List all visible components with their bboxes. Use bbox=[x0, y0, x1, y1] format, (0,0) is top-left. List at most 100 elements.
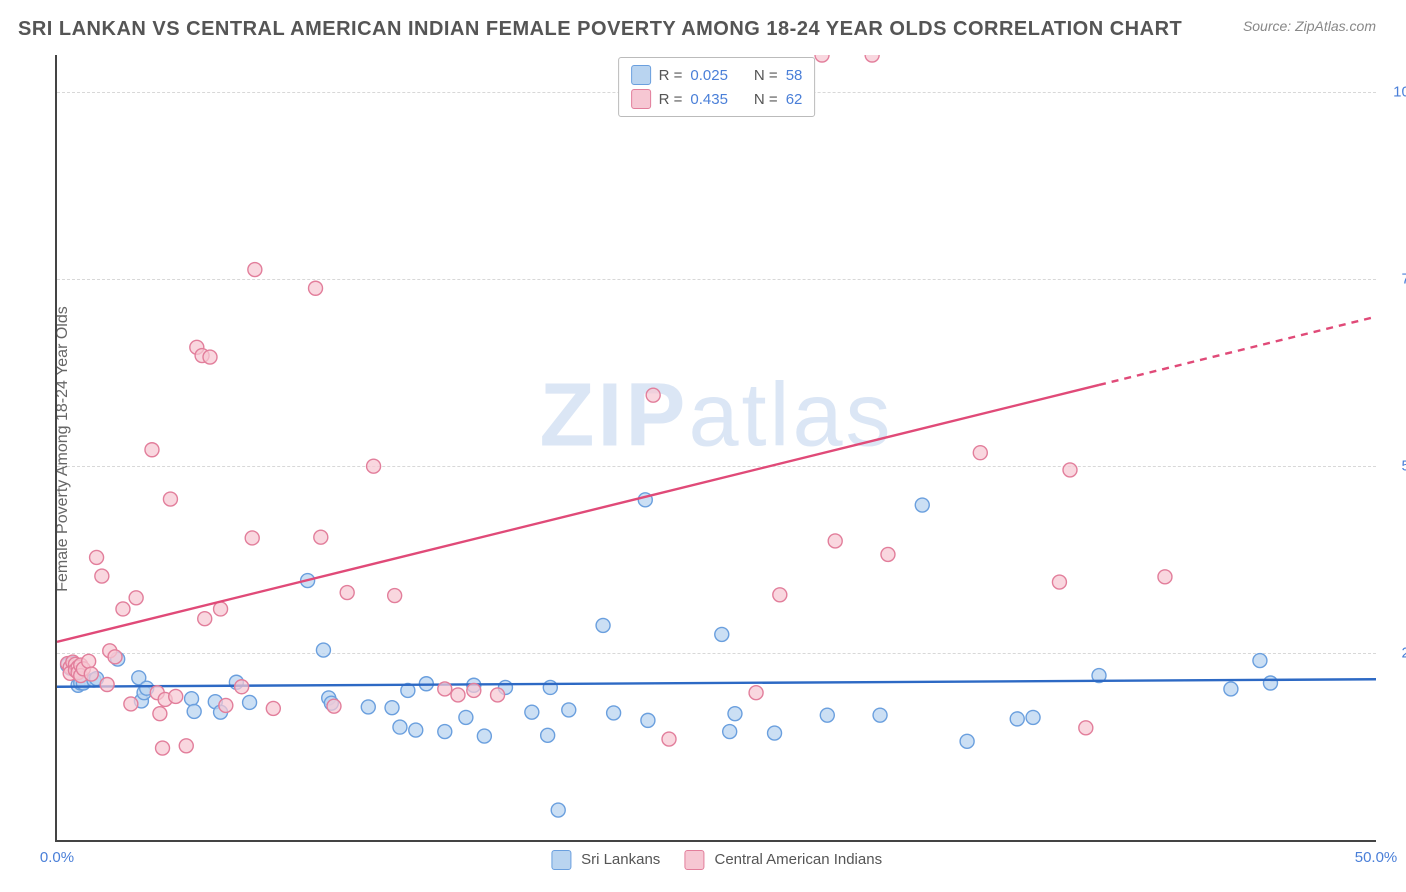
data-point bbox=[1263, 676, 1277, 690]
x-tick-label: 50.0% bbox=[1355, 849, 1398, 866]
trendline-dashed bbox=[1099, 317, 1376, 385]
data-point bbox=[646, 388, 660, 402]
y-tick-label: 75.0% bbox=[1384, 271, 1406, 288]
series-legend: Sri Lankans Central American Indians bbox=[551, 850, 882, 870]
chart-container: SRI LANKAN VS CENTRAL AMERICAN INDIAN FE… bbox=[0, 0, 1406, 892]
legend-swatch-icon bbox=[631, 89, 651, 109]
series-name-1: Sri Lankans bbox=[581, 851, 660, 868]
data-point bbox=[388, 589, 402, 603]
data-point bbox=[214, 602, 228, 616]
data-point bbox=[1253, 654, 1267, 668]
r-label: R = bbox=[659, 67, 683, 84]
r-value-2: 0.435 bbox=[690, 91, 728, 108]
series-name-2: Central American Indians bbox=[714, 851, 882, 868]
data-point bbox=[235, 680, 249, 694]
data-point bbox=[543, 680, 557, 694]
data-point bbox=[145, 443, 159, 457]
data-point bbox=[715, 627, 729, 641]
data-point bbox=[385, 701, 399, 715]
data-point bbox=[327, 699, 341, 713]
data-point bbox=[815, 55, 829, 62]
data-point bbox=[723, 725, 737, 739]
trendline bbox=[57, 679, 1376, 686]
data-point bbox=[185, 692, 199, 706]
data-point bbox=[116, 602, 130, 616]
data-point bbox=[203, 350, 217, 364]
data-point bbox=[828, 534, 842, 548]
header-bar: SRI LANKAN VS CENTRAL AMERICAN INDIAN FE… bbox=[0, 0, 1406, 55]
source-attribution: Source: ZipAtlas.com bbox=[1243, 18, 1376, 34]
data-point bbox=[169, 689, 183, 703]
data-point bbox=[641, 713, 655, 727]
data-point bbox=[973, 446, 987, 460]
data-point bbox=[477, 729, 491, 743]
data-point bbox=[881, 547, 895, 561]
legend-swatch-icon bbox=[631, 65, 651, 85]
data-point bbox=[153, 707, 167, 721]
data-point bbox=[467, 683, 481, 697]
scatter-overlay bbox=[57, 55, 1376, 840]
data-point bbox=[820, 708, 834, 722]
n-label: N = bbox=[754, 67, 778, 84]
data-point bbox=[266, 701, 280, 715]
data-point bbox=[90, 550, 104, 564]
data-point bbox=[361, 700, 375, 714]
data-point bbox=[179, 739, 193, 753]
data-point bbox=[749, 686, 763, 700]
data-point bbox=[491, 688, 505, 702]
x-tick-label: 0.0% bbox=[40, 849, 74, 866]
data-point bbox=[248, 263, 262, 277]
data-point bbox=[156, 741, 170, 755]
data-point bbox=[340, 586, 354, 600]
data-point bbox=[95, 569, 109, 583]
data-point bbox=[409, 723, 423, 737]
data-point bbox=[198, 612, 212, 626]
legend-item-2: Central American Indians bbox=[684, 850, 882, 870]
data-point bbox=[187, 704, 201, 718]
data-point bbox=[662, 732, 676, 746]
chart-title: SRI LANKAN VS CENTRAL AMERICAN INDIAN FE… bbox=[18, 18, 1182, 41]
data-point bbox=[551, 803, 565, 817]
n-value-1: 58 bbox=[786, 67, 803, 84]
legend-row-2: R = 0.435 N = 62 bbox=[631, 87, 803, 111]
legend-swatch-icon bbox=[551, 850, 571, 870]
n-value-2: 62 bbox=[786, 91, 803, 108]
data-point bbox=[1158, 570, 1172, 584]
data-point bbox=[1026, 710, 1040, 724]
trendline bbox=[57, 385, 1099, 642]
data-point bbox=[728, 707, 742, 721]
data-point bbox=[773, 588, 787, 602]
data-point bbox=[607, 706, 621, 720]
data-point bbox=[245, 531, 259, 545]
plot-wrapper: Female Poverty Among 18-24 Year Olds ZIP… bbox=[55, 55, 1376, 842]
data-point bbox=[451, 688, 465, 702]
data-point bbox=[459, 710, 473, 724]
data-point bbox=[219, 698, 233, 712]
y-tick-label: 50.0% bbox=[1384, 458, 1406, 475]
data-point bbox=[1079, 721, 1093, 735]
data-point bbox=[367, 459, 381, 473]
r-label: R = bbox=[659, 91, 683, 108]
data-point bbox=[1224, 682, 1238, 696]
data-point bbox=[124, 697, 138, 711]
data-point bbox=[129, 591, 143, 605]
data-point bbox=[541, 728, 555, 742]
r-value-1: 0.025 bbox=[690, 67, 728, 84]
data-point bbox=[393, 720, 407, 734]
plot-area: ZIPatlas R = 0.025 N = 58 R = 0.435 N = bbox=[55, 55, 1376, 842]
legend-row-1: R = 0.025 N = 58 bbox=[631, 63, 803, 87]
legend-swatch-icon bbox=[684, 850, 704, 870]
correlation-legend: R = 0.025 N = 58 R = 0.435 N = 62 bbox=[618, 57, 816, 117]
n-label: N = bbox=[754, 91, 778, 108]
data-point bbox=[108, 650, 122, 664]
data-point bbox=[1063, 463, 1077, 477]
data-point bbox=[314, 530, 328, 544]
y-tick-label: 100.0% bbox=[1384, 84, 1406, 101]
data-point bbox=[960, 734, 974, 748]
data-point bbox=[915, 498, 929, 512]
data-point bbox=[525, 705, 539, 719]
data-point bbox=[865, 55, 879, 62]
data-point bbox=[243, 695, 257, 709]
data-point bbox=[100, 677, 114, 691]
data-point bbox=[873, 708, 887, 722]
